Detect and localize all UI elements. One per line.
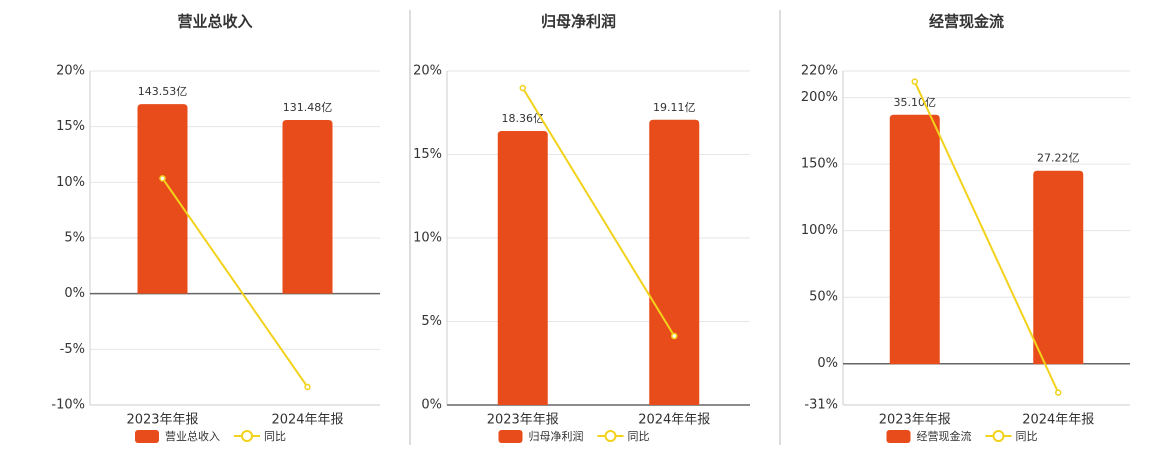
y-tick-label: 0%: [421, 398, 442, 413]
chart-title: 经营现金流: [929, 13, 1004, 31]
legend-label: 同比: [1016, 430, 1038, 443]
y-tick-label: 15%: [413, 147, 442, 162]
x-tick-label: 2023年年报: [487, 413, 559, 428]
legend-label: 归母净利润: [529, 429, 584, 443]
bar: [649, 119, 700, 405]
y-tick-label: 0%: [817, 356, 838, 371]
legend-marker: [241, 430, 253, 442]
legend-label: 同比: [628, 430, 650, 443]
y-tick-label: 0%: [64, 286, 85, 301]
legend-label: 营业总收入: [165, 429, 220, 443]
line-point: [304, 383, 311, 391]
value-label: 143.53亿: [138, 85, 188, 98]
line: [161, 177, 309, 388]
legend-swatch: [135, 430, 159, 443]
legend-swatch: [498, 430, 523, 443]
y-tick-label: 5%: [421, 314, 442, 329]
value-label: 35.10亿: [894, 96, 937, 109]
legend-label: 经营现金流: [917, 429, 972, 443]
y-tick-label: 50%: [809, 290, 838, 305]
value-label: 18.36亿: [502, 112, 545, 125]
value-label: 27.22亿: [1037, 152, 1080, 165]
chart-title: 营业总收入: [177, 13, 252, 31]
y-tick-label: 15%: [56, 119, 85, 134]
legend-label: 同比: [264, 430, 286, 443]
y-tick-label: -10%: [51, 398, 85, 413]
y-tick-label: 20%: [413, 64, 442, 79]
y-tick-label: 10%: [413, 231, 442, 246]
line: [521, 87, 676, 337]
legend-swatch: [886, 430, 911, 443]
legend-marker: [992, 430, 1005, 442]
y-tick-label: -31%: [804, 398, 838, 413]
x-tick-label: 2024年年报: [1022, 413, 1094, 428]
x-tick-label: 2024年年报: [638, 413, 710, 428]
y-tick-label: 200%: [801, 90, 838, 105]
bar: [497, 130, 548, 406]
bar: [137, 104, 188, 294]
x-tick-label: 2023年年报: [126, 413, 198, 428]
y-tick-label: 100%: [801, 223, 838, 238]
y-tick-label: 150%: [801, 157, 838, 172]
line: [913, 81, 1060, 394]
line-point: [911, 78, 918, 85]
x-tick-label: 2024年年报: [271, 413, 343, 428]
bar: [282, 120, 333, 294]
value-label: 131.48亿: [283, 101, 333, 114]
line-point: [1055, 389, 1062, 396]
bar: [1033, 170, 1084, 365]
chart-title: 归母净利润: [541, 13, 616, 31]
x-tick-label: 2023年年报: [879, 413, 951, 428]
y-tick-label: -5%: [60, 342, 85, 357]
legend-marker: [604, 430, 617, 442]
line-point: [159, 175, 166, 182]
value-label: 19.11亿: [653, 101, 696, 114]
y-tick-label: 10%: [56, 175, 85, 190]
y-tick-label: 20%: [56, 64, 85, 79]
line-point: [671, 332, 678, 340]
bar: [889, 114, 940, 365]
y-tick-label: 220%: [801, 64, 838, 79]
line-point: [519, 84, 526, 92]
y-tick-label: 5%: [64, 231, 85, 246]
